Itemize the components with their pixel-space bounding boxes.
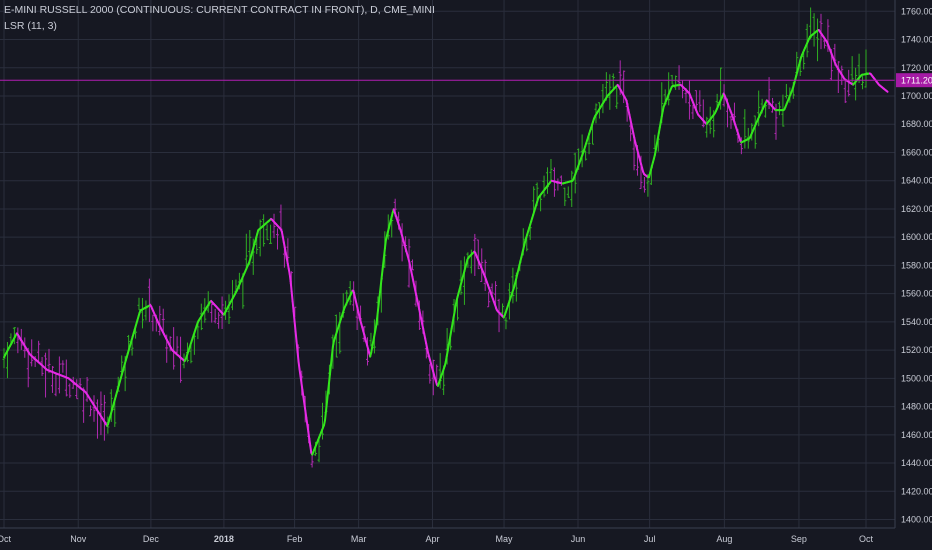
current-price-badge bbox=[896, 73, 932, 88]
indicator-segment bbox=[381, 256, 385, 268]
current-price-label: 1711.20 bbox=[901, 76, 932, 86]
x-tick-label: Apr bbox=[425, 534, 439, 544]
indicator-segment bbox=[296, 350, 300, 363]
y-tick-label: 1700.00 bbox=[901, 91, 932, 101]
indicator-segment bbox=[309, 444, 313, 454]
indicator-segment bbox=[288, 272, 292, 283]
y-tick-label: 1760.00 bbox=[901, 6, 932, 16]
x-tick-label: 2018 bbox=[214, 534, 234, 544]
y-tick-label: 1460.00 bbox=[901, 430, 932, 440]
indicator-segment bbox=[291, 300, 295, 313]
chart-title: E-MINI RUSSELL 2000 (CONTINUOUS: CURRENT… bbox=[4, 4, 435, 16]
indicator-segment bbox=[325, 400, 328, 413]
indicator-segment bbox=[297, 360, 301, 371]
x-tick-label: Jul bbox=[644, 534, 656, 544]
indicator-segment bbox=[330, 345, 334, 358]
x-tick-label: Mar bbox=[351, 534, 367, 544]
x-tick-label: Nov bbox=[70, 534, 87, 544]
y-tick-label: 1540.00 bbox=[901, 317, 932, 327]
indicator-segment bbox=[295, 340, 299, 353]
indicator-segment bbox=[307, 430, 311, 440]
x-tick-label: Jun bbox=[571, 534, 586, 544]
y-tick-label: 1680.00 bbox=[901, 119, 932, 129]
indicator-segment bbox=[289, 280, 293, 293]
y-tick-label: 1620.00 bbox=[901, 204, 932, 214]
indicator-segment bbox=[378, 282, 382, 294]
indicator-line-layer bbox=[3, 29, 889, 456]
x-tick-label: Feb bbox=[287, 534, 303, 544]
indicator-segment bbox=[306, 423, 310, 433]
x-tick-label: Aug bbox=[716, 534, 732, 544]
indicator-segment bbox=[299, 375, 303, 385]
indicator-segment bbox=[324, 410, 328, 422]
indicator-segment bbox=[885, 89, 889, 93]
indicator-segment bbox=[308, 437, 312, 447]
y-tick-label: 1740.00 bbox=[901, 35, 932, 45]
indicator-segment bbox=[300, 382, 304, 392]
indicator-segment bbox=[305, 416, 309, 426]
indicator-segment bbox=[375, 317, 379, 328]
indicator-segment bbox=[329, 355, 333, 367]
x-tick-label: Sep bbox=[791, 534, 807, 544]
indicator-segment bbox=[292, 310, 296, 323]
indicator-segment bbox=[328, 364, 332, 376]
grid-layer bbox=[0, 0, 895, 528]
y-tick-label: 1500.00 bbox=[901, 373, 932, 383]
y-tick-label: 1400.00 bbox=[901, 515, 932, 525]
indicator-segment bbox=[303, 403, 307, 412]
indicator-segment bbox=[290, 290, 294, 303]
indicator-segment bbox=[293, 320, 297, 333]
y-tick-label: 1440.00 bbox=[901, 458, 932, 468]
indicator-segment bbox=[378, 291, 381, 303]
x-tick-label: Dec bbox=[143, 534, 160, 544]
indicator-segment bbox=[382, 247, 386, 259]
indicator-segment bbox=[379, 273, 383, 285]
y-tick-label: 1520.00 bbox=[901, 345, 932, 355]
y-tick-label: 1600.00 bbox=[901, 232, 932, 242]
y-tick-label: 1660.00 bbox=[901, 147, 932, 157]
indicator-segment bbox=[301, 389, 305, 399]
y-tick-label: 1640.00 bbox=[901, 176, 932, 186]
price-line-layer: 1711.20 bbox=[0, 73, 932, 88]
y-tick-label: 1580.00 bbox=[901, 260, 932, 270]
indicator-segment bbox=[376, 308, 380, 320]
indicator-segment bbox=[302, 396, 306, 405]
x-tick-label: May bbox=[496, 534, 514, 544]
indicator-segment bbox=[298, 368, 302, 378]
indicator-segment bbox=[327, 373, 331, 385]
indicator-segment bbox=[380, 265, 384, 276]
y-tick-label: 1420.00 bbox=[901, 486, 932, 496]
indicator-label: LSR (11, 3) bbox=[4, 20, 57, 32]
indicator-segment bbox=[377, 300, 381, 311]
y-tick-label: 1480.00 bbox=[901, 402, 932, 412]
x-tick-label: Oct bbox=[0, 534, 11, 544]
indicator-segment bbox=[326, 382, 330, 394]
y-tick-label: 1720.00 bbox=[901, 63, 932, 73]
indicator-segment bbox=[294, 330, 298, 343]
y-tick-label: 1560.00 bbox=[901, 289, 932, 299]
indicator-segment bbox=[325, 391, 329, 403]
indicator-segment bbox=[304, 409, 308, 419]
indicator-segment bbox=[383, 238, 387, 250]
x-tick-label: Oct bbox=[859, 534, 874, 544]
